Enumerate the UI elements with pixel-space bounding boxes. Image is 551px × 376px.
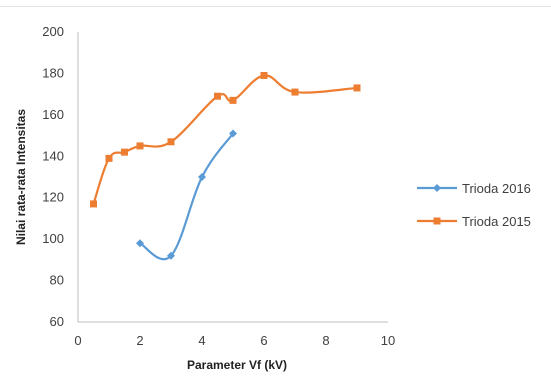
x-tick-label: 6 bbox=[260, 333, 267, 348]
legend: Trioda 2016 Trioda 2015 bbox=[417, 181, 531, 229]
data-point bbox=[90, 200, 97, 208]
legend-label: Trioda 2015 bbox=[462, 214, 531, 229]
y-tick-label: 120 bbox=[42, 190, 64, 205]
y-tick-label: 60 bbox=[50, 314, 64, 329]
data-point bbox=[198, 173, 206, 181]
data-point bbox=[105, 154, 113, 162]
legend-marker bbox=[433, 184, 441, 192]
data-point bbox=[136, 142, 144, 150]
top-divider bbox=[0, 6, 551, 7]
data-point bbox=[167, 251, 175, 260]
series-line bbox=[139, 132, 234, 261]
series-group bbox=[90, 72, 361, 261]
axes bbox=[77, 32, 388, 323]
x-axis-title: Parameter Vf (kV) bbox=[187, 358, 287, 372]
data-point bbox=[214, 92, 221, 100]
legend-item: Trioda 2016 bbox=[417, 181, 531, 196]
x-tick-label: 10 bbox=[381, 333, 395, 348]
x-tick-label: 0 bbox=[74, 333, 81, 348]
series-trioda-2016 bbox=[136, 129, 237, 261]
y-tick-label: 180 bbox=[42, 65, 64, 80]
legend-marker bbox=[433, 217, 441, 225]
series-trioda-2015 bbox=[90, 72, 361, 208]
x-tick-label: 4 bbox=[198, 333, 205, 348]
y-tick-label: 100 bbox=[42, 231, 64, 246]
y-tick-labels: 60 80 100 120 140 160 180 200 bbox=[42, 24, 64, 329]
data-point bbox=[229, 129, 237, 138]
y-axis-title: Nilai rata-rata Intensitas bbox=[14, 109, 28, 245]
y-tick-label: 160 bbox=[42, 107, 64, 122]
y-tick-label: 200 bbox=[42, 24, 64, 39]
x-tick-label: 8 bbox=[322, 333, 329, 348]
data-point bbox=[291, 88, 299, 96]
y-tick-label: 80 bbox=[50, 273, 64, 288]
x-tick-labels: 0 2 4 6 8 10 bbox=[74, 333, 395, 348]
data-point bbox=[260, 72, 268, 79]
legend-item: Trioda 2015 bbox=[417, 214, 531, 229]
x-tick-label: 2 bbox=[136, 333, 143, 348]
data-point bbox=[136, 239, 144, 248]
data-point bbox=[167, 138, 175, 146]
series-line bbox=[92, 74, 358, 205]
y-tick-label: 140 bbox=[42, 148, 64, 163]
data-point bbox=[353, 84, 361, 92]
data-point bbox=[229, 96, 237, 104]
legend-label: Trioda 2016 bbox=[462, 181, 531, 196]
data-point bbox=[121, 148, 128, 156]
